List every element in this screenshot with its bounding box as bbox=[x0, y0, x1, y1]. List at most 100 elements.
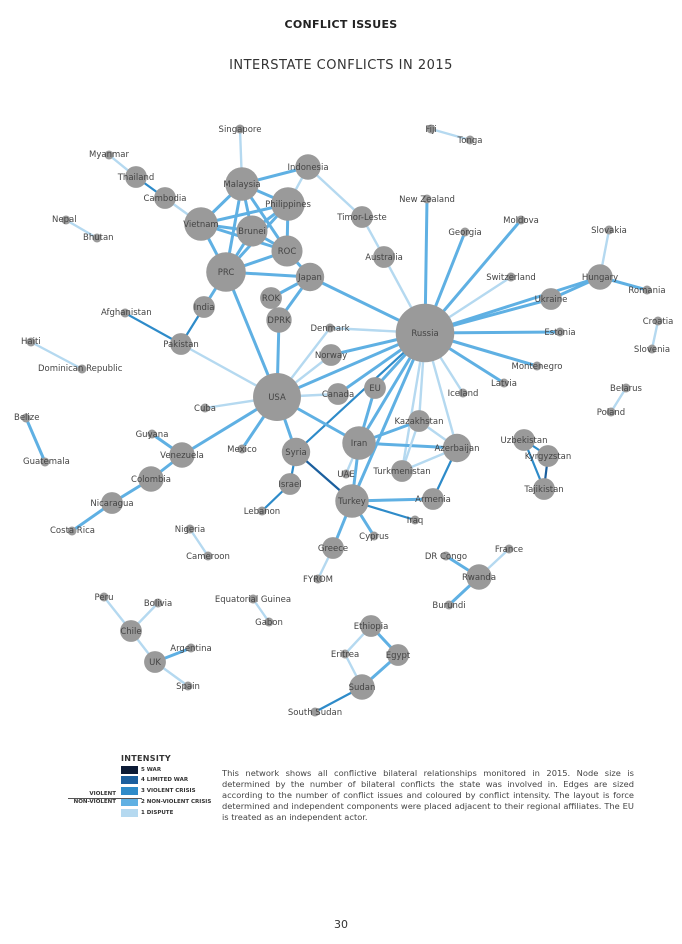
node-azerbaijan bbox=[442, 433, 472, 463]
node-label-eqguinea: Equatorial Guinea bbox=[215, 595, 291, 605]
node-label-armenia: Armenia bbox=[415, 495, 451, 505]
legend-swatch bbox=[121, 766, 138, 774]
node-label-prc: PRC bbox=[218, 268, 235, 278]
node-belize bbox=[21, 413, 31, 423]
node-eritrea bbox=[340, 649, 350, 659]
node-dprk bbox=[266, 307, 292, 333]
node-lebanon bbox=[257, 506, 267, 516]
node-label-nigeria: Nigeria bbox=[175, 525, 205, 535]
node-pakistan bbox=[170, 333, 192, 355]
node-turkey bbox=[335, 484, 369, 518]
node-usa bbox=[253, 373, 301, 421]
node-uzbekistan bbox=[513, 429, 535, 451]
node-mexico bbox=[237, 444, 247, 454]
legend-item-dispute: 1 DISPUTE bbox=[121, 809, 241, 818]
node-label-vietnam: Vietnam bbox=[183, 220, 218, 230]
node-label-costarica: Costa Rica bbox=[50, 526, 95, 536]
node-kyrgyzstan bbox=[537, 445, 559, 467]
node-iran bbox=[342, 426, 376, 460]
node-france bbox=[504, 544, 514, 554]
node-myanmar bbox=[104, 150, 114, 160]
node-kazakhstan bbox=[408, 410, 430, 432]
node-label-cambodia: Cambodia bbox=[144, 194, 187, 204]
node-label-uk: UK bbox=[149, 658, 161, 668]
node-label-rok: ROK bbox=[262, 294, 281, 304]
edge-eqguinea-gabon bbox=[251, 597, 271, 624]
node-afghanistan bbox=[120, 308, 130, 318]
node-label-denmark: Denmark bbox=[310, 324, 349, 334]
node-label-montenegro: Montenegro bbox=[511, 362, 562, 372]
edge-turkey-russia bbox=[350, 331, 427, 503]
section-header: CONFLICT ISSUES bbox=[284, 18, 398, 31]
node-label-uae: UAE bbox=[337, 470, 354, 480]
node-guyana bbox=[147, 429, 157, 439]
node-label-guyana: Guyana bbox=[136, 430, 169, 440]
node-bolivia bbox=[153, 598, 163, 608]
node-rok bbox=[260, 287, 282, 309]
legend-swatch bbox=[121, 809, 138, 817]
node-label-afghanistan: Afghanistan bbox=[101, 308, 152, 318]
node-burundi bbox=[444, 600, 454, 610]
node-fiji bbox=[426, 124, 436, 134]
node-label-burundi: Burundi bbox=[432, 601, 465, 611]
node-cuba bbox=[200, 403, 210, 413]
node-armenia bbox=[422, 488, 444, 510]
node-label-dominicanrep: Dominican Republic bbox=[38, 364, 123, 374]
node-slovakia bbox=[604, 225, 614, 235]
legend-item-violent-crisis: 3 VIOLENT CRISIS bbox=[121, 787, 241, 796]
legend-swatch bbox=[121, 798, 138, 806]
node-label-usa: USA bbox=[268, 393, 286, 403]
node-iraq bbox=[410, 515, 420, 525]
node-label-belarus: Belarus bbox=[610, 384, 643, 394]
node-iceland bbox=[458, 388, 468, 398]
edge-nigeria-cameroon bbox=[188, 527, 210, 558]
node-dominicanrep bbox=[77, 364, 87, 374]
legend-group-nonviolent: NON-VIOLENT bbox=[73, 799, 116, 805]
node-label-newzealand: New Zealand bbox=[399, 195, 455, 205]
node-label-southsudan: South Sudan bbox=[288, 708, 342, 718]
legend-item-non-violent-crisis: 2 NON-VIOLENT CRISIS bbox=[121, 798, 241, 807]
node-canada bbox=[327, 383, 349, 405]
node-thailand bbox=[125, 166, 147, 188]
node-label-spain: Spain bbox=[176, 682, 200, 692]
node-label-eu: EU bbox=[369, 384, 381, 394]
node-philippines bbox=[271, 187, 305, 221]
node-label-india: India bbox=[194, 303, 215, 313]
node-label-pakistan: Pakistan bbox=[163, 340, 199, 350]
node-label-iraq: Iraq bbox=[407, 516, 424, 526]
node-romania bbox=[642, 285, 652, 295]
node-label-chile: Chile bbox=[120, 627, 141, 637]
node-label-roc: ROC bbox=[278, 247, 297, 257]
legend-label: 4 LIMITED WAR bbox=[141, 777, 189, 783]
node-eu bbox=[364, 377, 386, 399]
node-label-australia: Australia bbox=[365, 253, 403, 263]
node-label-russia: Russia bbox=[411, 329, 438, 339]
node-label-bolivia: Bolivia bbox=[144, 599, 172, 609]
node-poland bbox=[606, 407, 616, 417]
legend-item-limited-war: 4 LIMITED WAR bbox=[121, 776, 241, 785]
node-label-moldova: Moldova bbox=[503, 216, 539, 226]
node-colombia bbox=[138, 466, 164, 492]
node-label-singapore: Singapore bbox=[219, 125, 262, 135]
node-label-mexico: Mexico bbox=[227, 445, 257, 455]
edge-belarus-poland bbox=[609, 386, 628, 414]
legend-label: 5 WAR bbox=[141, 767, 162, 773]
node-cameroon bbox=[203, 551, 213, 561]
node-croatia bbox=[653, 316, 663, 326]
node-eqguinea bbox=[248, 594, 258, 604]
legend-label: 1 DISPUTE bbox=[141, 810, 174, 816]
node-label-cyprus: Cyprus bbox=[359, 532, 389, 542]
node-label-slovenia: Slovenia bbox=[634, 345, 670, 355]
node-label-philippines: Philippines bbox=[265, 200, 311, 210]
node-label-sudan: Sudan bbox=[349, 683, 376, 693]
node-label-dprk: DPRK bbox=[267, 316, 291, 326]
node-label-turkmenistan: Turkmenistan bbox=[372, 467, 430, 477]
edge-nepal-bhutan bbox=[64, 218, 99, 240]
node-label-ethiopia: Ethiopia bbox=[354, 622, 389, 632]
node-label-nepal: Nepal bbox=[52, 215, 77, 225]
node-label-colombia: Colombia bbox=[131, 475, 171, 485]
node-label-georgia: Georgia bbox=[448, 228, 481, 238]
node-malaysia bbox=[225, 167, 259, 201]
node-label-timorleste: Timor-Leste bbox=[336, 213, 387, 223]
node-nicaragua bbox=[101, 492, 123, 514]
